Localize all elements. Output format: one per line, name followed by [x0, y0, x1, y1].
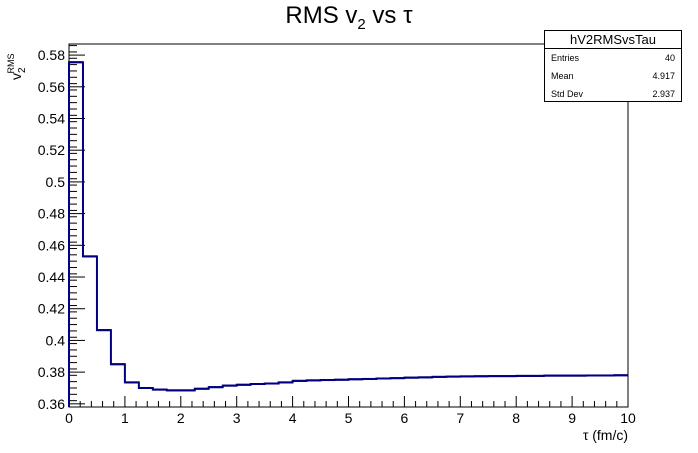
stats-value: 2.937 — [652, 89, 675, 99]
y-axis-label: v2RMS — [6, 53, 28, 80]
stats-box-title: hV2RMSvsTau — [545, 31, 681, 49]
y-tick-label: 0.56 — [38, 79, 65, 95]
stats-value: 4.917 — [652, 71, 675, 81]
y-tick-label: 0.54 — [38, 111, 65, 127]
y-tick-label: 0.52 — [38, 142, 65, 158]
y-axis-label-superscript: RMS — [6, 53, 16, 73]
stats-value: 40 — [664, 53, 675, 63]
title-subscript: 2 — [357, 15, 366, 33]
y-axis-label-subscript: 2 — [17, 67, 28, 73]
stats-label: Std Dev — [551, 89, 584, 99]
x-tick-label: 9 — [568, 410, 576, 426]
x-tick-label: 5 — [345, 410, 353, 426]
y-tick-label: 0.5 — [46, 174, 66, 190]
x-tick-label: 7 — [456, 410, 464, 426]
y-tick-label: 0.4 — [46, 332, 66, 348]
y-tick-label: 0.38 — [38, 364, 65, 380]
stats-box: hV2RMSvsTau Entries 40 Mean 4.917 Std De… — [544, 30, 682, 102]
stats-label: Mean — [551, 71, 574, 81]
y-tick-label: 0.42 — [38, 301, 65, 317]
series-layer — [68, 61, 628, 407]
x-tick-label: 1 — [121, 410, 129, 426]
y-tick-label: 0.44 — [38, 269, 65, 285]
stats-row-mean: Mean 4.917 — [545, 67, 681, 85]
histogram-step-line — [68, 61, 628, 407]
x-tick-label: 10 — [620, 410, 636, 426]
y-tick-label: 0.46 — [38, 237, 65, 253]
x-tick-label: 3 — [233, 410, 241, 426]
x-tick-label: 6 — [401, 410, 409, 426]
y-tick-label: 0.58 — [38, 47, 65, 63]
x-tick-label: 4 — [289, 410, 297, 426]
title-main: RMS v — [285, 2, 358, 29]
y-tick-label: 0.48 — [38, 206, 65, 222]
axes-layer: 0 1 2 3 4 5 6 7 8 9 10 0.36 0.38 0.4 0.42 0.44 0.46 0.48 0… — [6, 43, 636, 443]
y-axis-label-base: v — [8, 73, 24, 80]
title-tail: vs τ — [365, 2, 413, 29]
x-tick-label: 2 — [177, 410, 185, 426]
stats-row-entries: Entries 40 — [545, 49, 681, 67]
chart-title: RMS v2 vs τ — [0, 2, 698, 33]
x-axis-label: τ (fm/c) — [583, 427, 628, 443]
stats-label: Entries — [551, 53, 580, 63]
stats-row-stddev: Std Dev 2.937 — [545, 85, 681, 103]
y-tick-label: 0.36 — [38, 396, 65, 412]
x-tick-label: 8 — [512, 410, 520, 426]
x-tick-label: 0 — [65, 410, 73, 426]
